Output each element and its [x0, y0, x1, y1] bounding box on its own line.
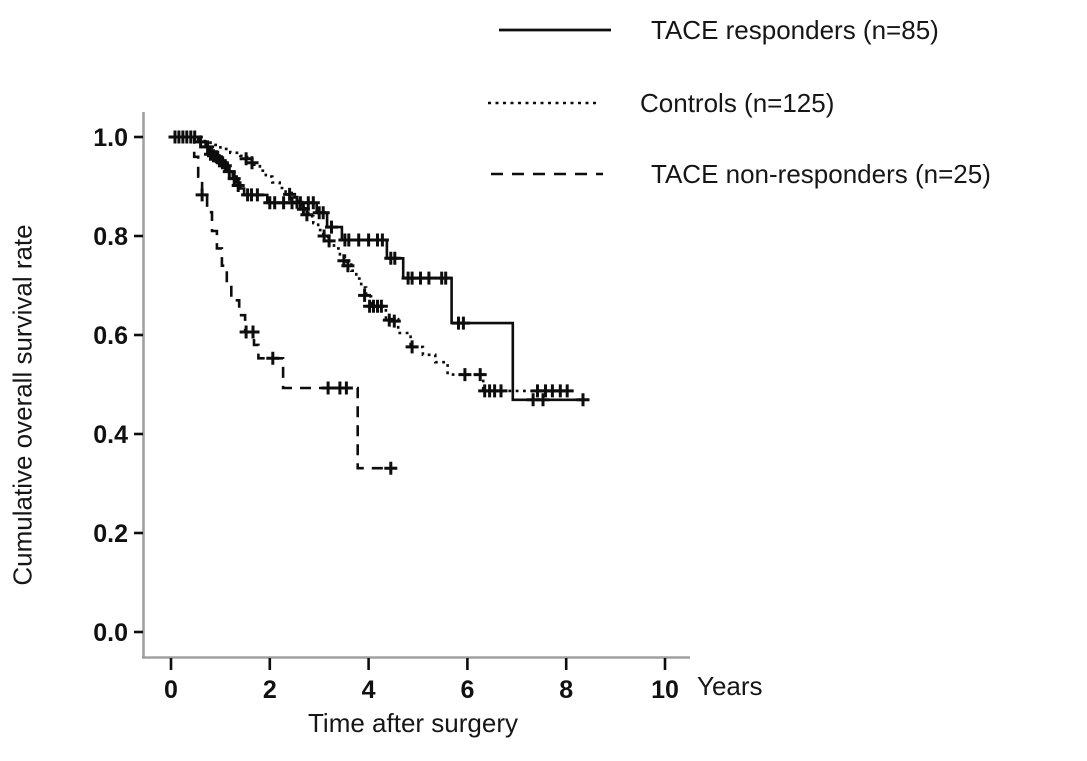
legend-item-controls: Controls (n=125) [486, 86, 834, 120]
censor-mark [322, 234, 336, 248]
censor-mark [439, 271, 453, 285]
x-axis-title: Time after surgery [308, 708, 518, 738]
censor-mark [266, 351, 280, 365]
y-tick-label: 1.0 [93, 124, 128, 152]
censor-mark [201, 140, 215, 154]
x-tick-label: 0 [164, 676, 178, 704]
censor-mark [246, 325, 260, 339]
censor-mark [300, 208, 314, 222]
censor-mark [456, 316, 470, 330]
censor-mark [405, 340, 419, 354]
x-tick-label: 6 [460, 676, 474, 704]
dashed-line-swatch [491, 172, 603, 176]
censor-mark [536, 393, 550, 407]
censor-marks-tace-responders [168, 130, 590, 407]
y-tick-label: 0.8 [93, 223, 128, 251]
censor-mark [560, 384, 574, 398]
censor-mark [231, 179, 245, 192]
censor-mark [339, 381, 353, 395]
legend-label-controls: Controls (n=125) [640, 87, 835, 118]
solid-line-swatch [499, 28, 611, 32]
censor-mark [576, 393, 590, 407]
legend-item-tace-responders: TACE responders (n=85) [497, 13, 939, 47]
x-tick-label: 4 [362, 676, 376, 704]
dotted-line-swatch [488, 101, 600, 105]
censor-mark [316, 206, 330, 220]
censor-mark [325, 220, 338, 234]
y-tick-label: 0.2 [93, 520, 128, 548]
y-tick-label: 0.0 [93, 619, 128, 647]
x-tick-label: 8 [559, 676, 573, 704]
censor-mark [341, 259, 355, 273]
censor-mark [422, 271, 436, 285]
y-tick-label: 0.4 [93, 421, 128, 449]
censor-mark [245, 156, 259, 170]
censor-mark [222, 165, 236, 179]
x-tick-label: 2 [263, 676, 277, 704]
censor-mark [250, 188, 264, 202]
y-tick-label: 0.6 [93, 322, 128, 350]
censor-mark [358, 288, 372, 302]
x-axis-unit-label: Years [697, 671, 763, 701]
censor-marks-controls [239, 152, 574, 398]
censor-mark [458, 368, 472, 382]
censor-mark [388, 251, 402, 265]
legend-item-tace-non-responders: TACE non-responders (n=25) [489, 157, 991, 191]
censor-mark [283, 187, 297, 201]
censor-mark [375, 233, 389, 247]
x-tick-label: 10 [651, 676, 679, 704]
censor-mark [321, 381, 335, 395]
censor-mark [306, 196, 320, 210]
censor-mark [195, 188, 209, 202]
censor-mark [290, 195, 304, 209]
censor-mark [473, 368, 487, 382]
censor-mark [387, 314, 401, 328]
y-axis-title: Cumulative overall survival rate [7, 224, 38, 586]
survival-curve-tace-non-responders [171, 135, 396, 470]
censor-mark [494, 384, 508, 398]
censor-mark [227, 172, 241, 186]
censor-marks-tace-non-responders [195, 188, 398, 475]
censor-mark [374, 299, 388, 313]
legend-label-tace-responders: TACE responders (n=85) [651, 14, 939, 45]
legend-label-tace-non-responders: TACE non-responders (n=25) [651, 158, 991, 189]
censor-mark [384, 461, 398, 475]
